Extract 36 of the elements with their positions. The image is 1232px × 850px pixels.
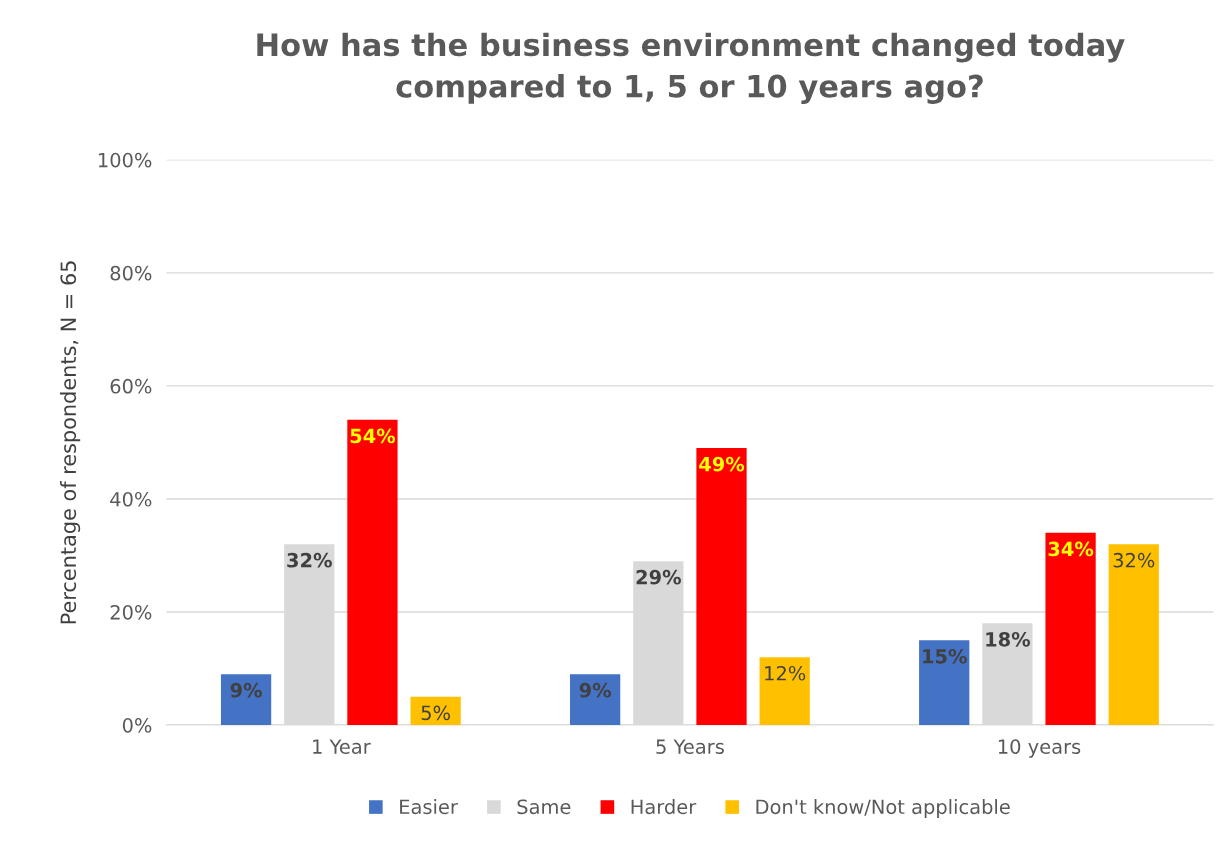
legend-label: Harder (631, 799, 697, 815)
bar (410, 696, 461, 726)
bar (919, 640, 970, 726)
y-tick-label: 60% (110, 378, 152, 394)
data-label: 34% (1048, 541, 1094, 557)
y-tick-label: 40% (110, 491, 152, 507)
data-label: 32% (287, 552, 332, 568)
y-tick-label: 100% (98, 152, 152, 168)
chart-title: How has the business environment changed today compared to 1, 5 or 10 years ago? (257, 32, 1125, 104)
legend-label: Same (517, 799, 571, 815)
y-tick-label: 0% (122, 718, 152, 733)
data-label: 54% (350, 428, 396, 444)
x-tick-label: 1 Year (313, 739, 371, 754)
y-tick-label: 20% (110, 604, 152, 620)
data-label: 9% (230, 682, 262, 698)
data-label: 5% (421, 705, 450, 721)
y-tick-label: 80% (110, 265, 152, 281)
bar (570, 674, 621, 726)
data-label: 49% (699, 456, 745, 472)
bar (696, 448, 747, 726)
data-label: 12% (765, 665, 806, 681)
bar (759, 657, 810, 726)
legend-label: Don't know/Not applicable (756, 799, 1010, 818)
y-axis-title: Percentage of respondents, N = 65 (60, 261, 81, 624)
x-tick-label: 10 years (998, 739, 1081, 758)
data-label: 9% (579, 682, 612, 698)
legend-label: Easier (400, 799, 458, 815)
bar (1045, 532, 1096, 726)
bar (1108, 544, 1159, 726)
data-label: 32% (1113, 552, 1155, 568)
bar (347, 419, 398, 726)
data-label: 18% (986, 631, 1031, 647)
x-tick-label: 5 Years (656, 739, 724, 754)
data-label: 15% (923, 648, 967, 664)
bar (220, 674, 272, 726)
data-label: 29% (636, 569, 681, 585)
